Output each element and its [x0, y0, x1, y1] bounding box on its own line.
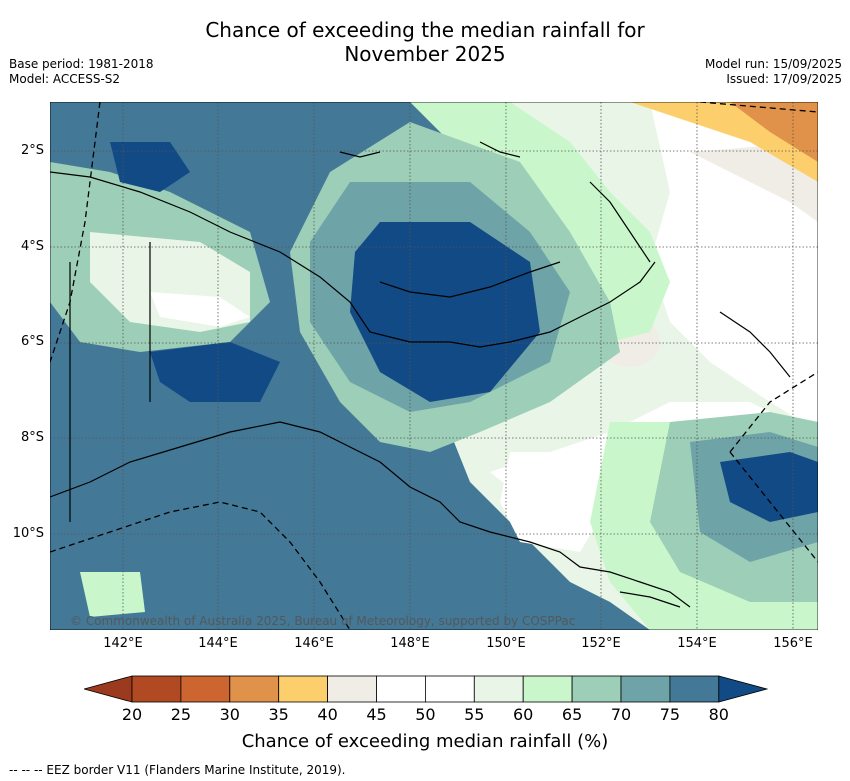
coastlines	[50, 141, 791, 608]
colorbar-tick-label: 55	[464, 705, 485, 724]
colorbar-segment	[229, 675, 280, 703]
colorbar-tick-label: 20	[121, 705, 143, 724]
eez-border	[50, 102, 818, 630]
contour-80-center	[350, 222, 540, 402]
model-run: Model run: 15/09/2025	[704, 57, 842, 71]
colorbar-tick-label: 80	[708, 705, 729, 724]
issued-date: Issued: 17/09/2025	[726, 72, 842, 86]
colorbar-tick-label: 70	[610, 705, 632, 724]
contour-50-west	[150, 292, 250, 327]
colorbar-segment	[669, 675, 720, 703]
title-line-2: November 2025	[344, 42, 506, 66]
colorbar-arrow-high	[718, 675, 768, 703]
contour-80-nw	[110, 142, 190, 192]
colorbar-segment	[131, 675, 182, 703]
colorbar-segment	[424, 675, 475, 703]
lon-label-144e: 144°E	[198, 636, 238, 651]
lat-label-6s: 6°S	[20, 334, 44, 349]
lon-label-154e: 154°E	[677, 636, 717, 651]
lon-label-148e: 148°E	[390, 636, 430, 651]
copyright-notice: © Commonwealth of Australia 2025, Bureau…	[70, 614, 576, 628]
lon-label-142e: 142°E	[103, 636, 143, 651]
lon-label-150e: 150°E	[486, 636, 526, 651]
colorbar-segment	[522, 675, 573, 703]
colorbar-segment	[620, 675, 671, 703]
colorbar-tick-label: 25	[170, 705, 192, 724]
colorbar-tick-label: 75	[659, 705, 681, 724]
graticule	[50, 102, 818, 630]
model-info: Base period: 1981-2018 Model: ACCESS-S2	[9, 57, 154, 87]
colorbar-segment	[327, 675, 377, 703]
colorbar-title: Chance of exceeding median rainfall (%)	[241, 731, 609, 752]
rainfall-map	[50, 102, 818, 630]
title-line-1: Chance of exceeding the median rainfall …	[205, 18, 645, 42]
colorbar-tick-label: 30	[219, 705, 240, 724]
colorbar-tick-label: 35	[268, 705, 289, 724]
model-name: Model: ACCESS-S2	[9, 72, 121, 86]
contour-80-sw	[150, 342, 280, 402]
colorbar-arrow-low	[84, 675, 133, 703]
contour-30	[730, 102, 818, 162]
lat-label-4s: 4°S	[20, 239, 44, 254]
colorbar-segment	[278, 675, 328, 703]
colorbar-segment	[473, 675, 524, 703]
base-period: Base period: 1981-2018	[9, 57, 154, 71]
colorbar-tick-label: 50	[415, 705, 436, 724]
lon-label-156e: 156°E	[773, 636, 813, 651]
map-title: Chance of exceeding the median rainfall …	[0, 18, 850, 66]
colorbar-tick-label: 45	[366, 705, 387, 724]
eez-legend: -- -- -- EEZ border V11 (Flanders Marine…	[9, 763, 346, 777]
lon-label-152e: 152°E	[581, 636, 621, 651]
lat-label-2s: 2°S	[20, 143, 44, 158]
run-info: Model run: 15/09/2025 Issued: 17/09/2025	[705, 57, 842, 87]
contour-50-se	[500, 452, 610, 552]
lat-label-10s: 10°S	[12, 526, 44, 541]
colorbar	[84, 675, 768, 703]
colorbar-segment	[180, 675, 231, 703]
lon-label-146e: 146°E	[294, 636, 334, 651]
colorbar-tick-label: 60	[513, 705, 534, 724]
lat-label-8s: 8°S	[20, 430, 44, 445]
contour-65-sw	[80, 572, 145, 617]
colorbar-tick-label: 40	[317, 705, 338, 724]
colorbar-segment	[376, 675, 426, 703]
colorbar-tick-label: 65	[561, 705, 583, 724]
colorbar-segment	[571, 675, 622, 703]
